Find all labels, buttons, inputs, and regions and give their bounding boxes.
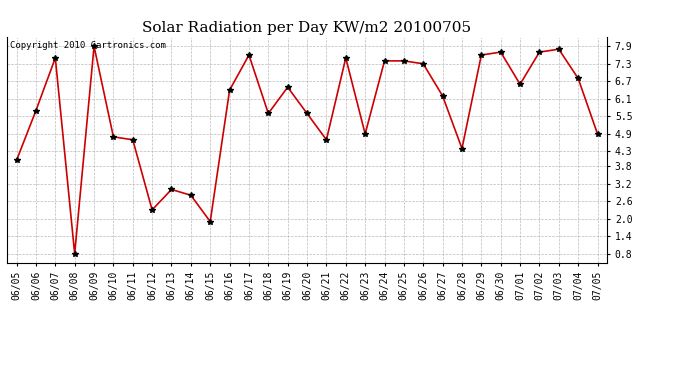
Title: Solar Radiation per Day KW/m2 20100705: Solar Radiation per Day KW/m2 20100705: [143, 21, 471, 35]
Text: Copyright 2010 Cartronics.com: Copyright 2010 Cartronics.com: [10, 41, 166, 50]
